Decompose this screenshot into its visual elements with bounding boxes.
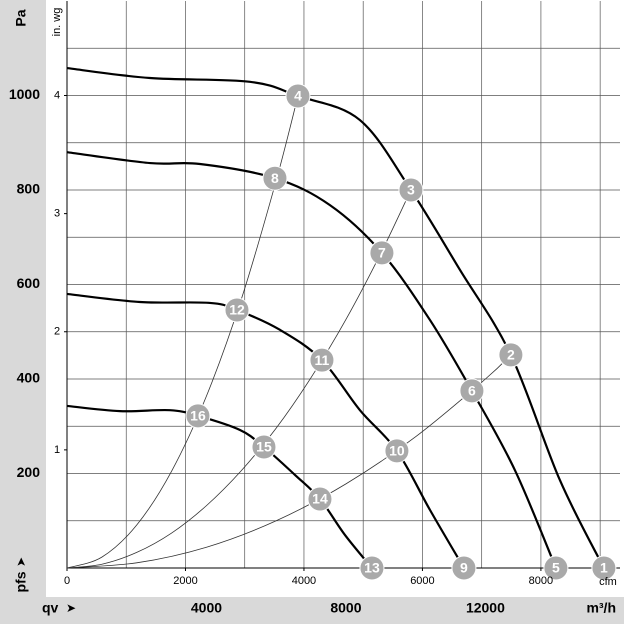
operating-point [459, 378, 485, 404]
arrow: ➤ [66, 601, 76, 615]
y-tick-label: 400 [17, 370, 41, 386]
operating-point-label: 15 [256, 439, 272, 455]
operating-point-label: 14 [312, 491, 328, 507]
x2-tick-label: 4000 [292, 575, 316, 587]
operating-point-label: 4 [294, 88, 302, 104]
operating-point [543, 555, 569, 581]
x-tick-label: 8000 [330, 600, 361, 616]
x2-tick-label: 8000 [529, 575, 553, 587]
y-label: Pa [13, 9, 29, 26]
operating-point-label: 10 [389, 443, 405, 459]
y2-tick-label: 3 [54, 208, 60, 220]
operating-point [251, 434, 277, 460]
operating-point [359, 555, 385, 581]
operating-point [369, 240, 395, 266]
y2-label: in. wg [51, 8, 63, 37]
operating-point-label: 9 [460, 560, 468, 576]
operating-point [498, 342, 524, 368]
x-tick-label: 4000 [191, 600, 222, 616]
x-unit: m³/h [586, 600, 616, 616]
operating-point-label: 3 [407, 182, 415, 198]
y-tick-label: 1000 [9, 86, 40, 102]
x-label: qv [42, 600, 59, 616]
curve [66, 189, 412, 569]
operating-point-label: 1 [600, 560, 608, 576]
operating-point [398, 177, 424, 203]
y2-tick-label: 2 [54, 326, 60, 338]
x2-unit: cfm [599, 576, 617, 588]
arrow: ➤ [14, 557, 28, 567]
operating-point-label: 16 [190, 408, 206, 424]
x2-tick-label: 0 [64, 575, 70, 587]
labels: Pa in. wg pfs ➤ qv ➤ m³/h cfm 200 400 600 8… [9, 8, 617, 616]
curve [66, 404, 373, 569]
operating-point-label: 11 [315, 352, 330, 368]
operating-point [591, 555, 617, 581]
y-symbol: pfs [13, 571, 29, 592]
operating-point [285, 83, 311, 109]
operating-point [185, 403, 211, 429]
y-tick-label: 600 [17, 275, 41, 291]
x-tick-label: 12000 [466, 600, 505, 616]
y-tick-label: 200 [17, 464, 41, 480]
operating-point-label: 7 [378, 245, 386, 261]
operating-point [451, 555, 477, 581]
operating-point [309, 347, 335, 373]
operating-point-label: 8 [271, 170, 279, 186]
y2-tick-label: 1 [54, 444, 60, 456]
operating-point-label: 2 [507, 347, 515, 363]
operating-point-label: 6 [468, 383, 476, 399]
curve [66, 292, 465, 569]
y-tick-label: 800 [17, 181, 41, 197]
operating-point-label: 5 [552, 560, 560, 576]
bottom-band [0, 597, 624, 624]
operating-point [262, 165, 288, 191]
left-band [0, 0, 46, 597]
grid [64, 1, 620, 571]
x2-tick-label: 2000 [173, 575, 197, 587]
curve [66, 67, 605, 569]
y2-tick-label: 4 [54, 89, 60, 101]
operating-point [384, 438, 410, 464]
operating-point-label: 12 [229, 302, 245, 318]
operating-point-label: 13 [364, 560, 380, 576]
operating-point [307, 486, 333, 512]
curve [66, 151, 557, 569]
x2-tick-label: 6000 [410, 575, 434, 587]
operating-point [224, 297, 250, 323]
